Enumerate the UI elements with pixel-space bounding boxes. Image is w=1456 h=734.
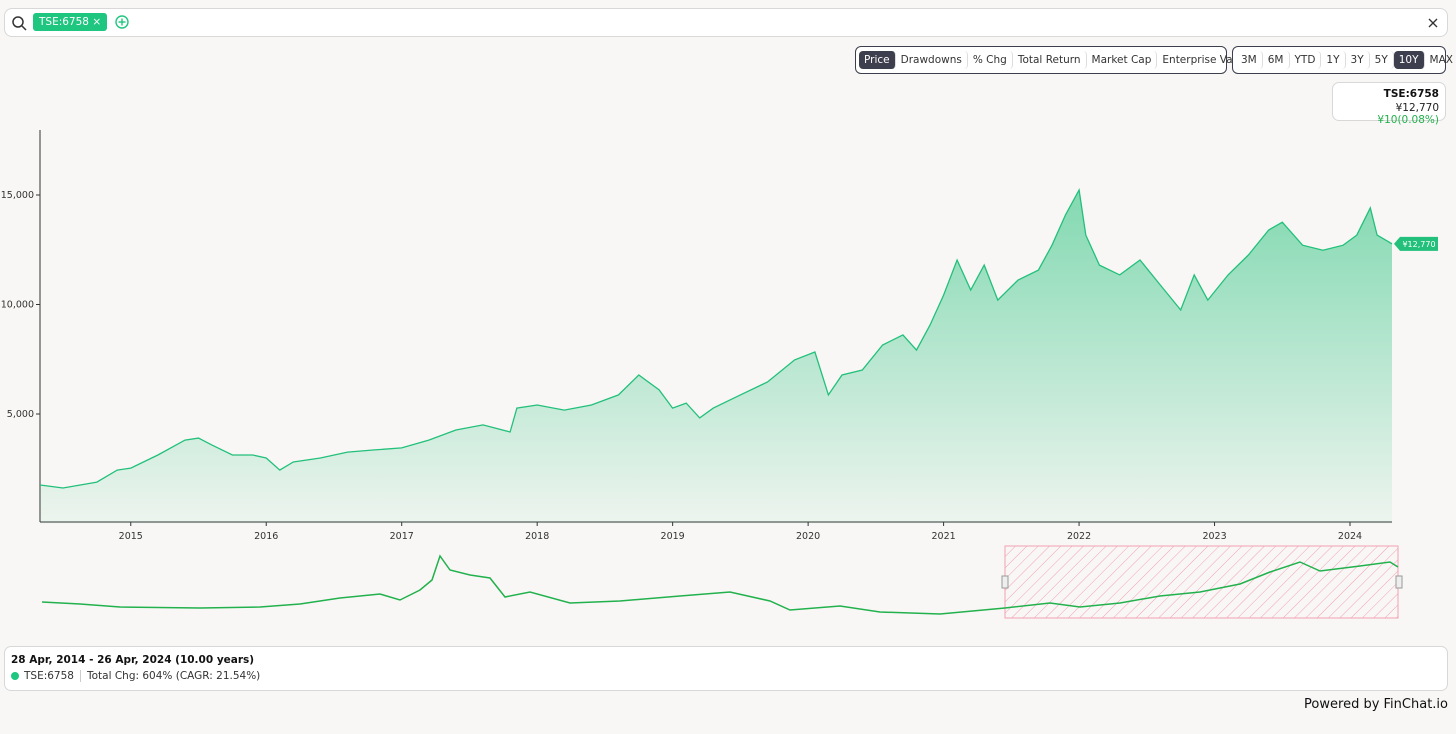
x-tick-label: 2024 xyxy=(1338,531,1362,542)
ticker-chip-label: TSE:6758 xyxy=(39,16,89,28)
y-tick-label: 15,000 xyxy=(1,190,34,201)
legend-box: TSE:6758 ¥12,770 ¥10(0.08%) xyxy=(1332,82,1446,126)
navigator-handle[interactable] xyxy=(1395,575,1403,589)
area xyxy=(40,190,1392,524)
x-tick-label: 2019 xyxy=(661,531,685,542)
price-tag-flag xyxy=(1394,236,1438,251)
button[interactable]: 10Y xyxy=(1393,51,1425,69)
navigator-line xyxy=(41,554,1399,615)
button[interactable]: Price xyxy=(859,51,896,69)
y-tick-label: 10,000 xyxy=(1,300,34,311)
x-tick-label: 2023 xyxy=(1202,531,1226,542)
footer-box: 28 Apr, 2014 - 26 Apr, 2024 (10.00 years… xyxy=(4,646,1448,691)
button[interactable]: Total Return xyxy=(1013,51,1087,69)
x-tick-label: 2022 xyxy=(1067,531,1091,542)
powered-by: Powered by FinChat.io xyxy=(1304,697,1448,712)
button[interactable]: Drawdowns xyxy=(896,51,968,69)
footer-range: 28 Apr, 2014 - 26 Apr, 2024 (10.00 years… xyxy=(11,654,255,666)
x-tick-label: 2021 xyxy=(931,531,955,542)
legend-change: ¥10(0.08%) xyxy=(1377,114,1439,126)
footer-ticker: TSE:6758 xyxy=(24,670,74,682)
price-tag: ¥12,770 xyxy=(1394,236,1438,251)
x-tick-label: 2015 xyxy=(119,531,143,542)
navigator-handle[interactable] xyxy=(1001,575,1009,589)
button[interactable]: 1Y xyxy=(1321,51,1346,69)
x-tick-label: 2016 xyxy=(254,531,278,542)
navigator-window[interactable] xyxy=(1004,545,1399,619)
y-tick-label: 5,000 xyxy=(7,409,34,420)
x-tick-label: 2018 xyxy=(525,531,549,542)
footer-dot xyxy=(11,672,19,680)
button[interactable]: YTD xyxy=(1290,51,1322,69)
x-tick-label: 2020 xyxy=(796,531,820,542)
search-icon xyxy=(12,16,27,31)
button[interactable]: 6M xyxy=(1263,51,1290,69)
button[interactable]: Enterprise Value xyxy=(1162,54,1249,66)
legend-price: ¥12,770 xyxy=(1395,102,1439,114)
footer-change: Total Chg: 604% (CAGR: 21.54%) xyxy=(79,670,260,682)
range-buttons: 3M 6M YTD 1Y 3Y 5Y 10Y MAX xyxy=(1232,46,1453,74)
search-bar[interactable] xyxy=(4,8,1448,37)
x-tick-label: 2017 xyxy=(390,531,414,542)
button[interactable]: 3Y xyxy=(1346,51,1370,69)
ticker-chip[interactable]: TSE:6758 × xyxy=(33,13,108,31)
button[interactable]: MAX xyxy=(1429,54,1453,66)
button[interactable]: 3M xyxy=(1236,51,1263,69)
metric-buttons: Price Drawdowns% Chg Total Return Market Ca… xyxy=(855,46,1249,74)
line xyxy=(39,187,1393,489)
button[interactable]: Market Cap xyxy=(1087,51,1158,69)
add-icon[interactable] xyxy=(115,15,131,31)
legend-ticker: TSE:6758 xyxy=(1383,88,1439,100)
button[interactable]: 5Y xyxy=(1370,51,1394,69)
clear-icon[interactable] xyxy=(1427,17,1439,29)
price-tag-label: ¥12,770 xyxy=(1402,240,1435,249)
button[interactable]: % Chg xyxy=(968,51,1013,69)
